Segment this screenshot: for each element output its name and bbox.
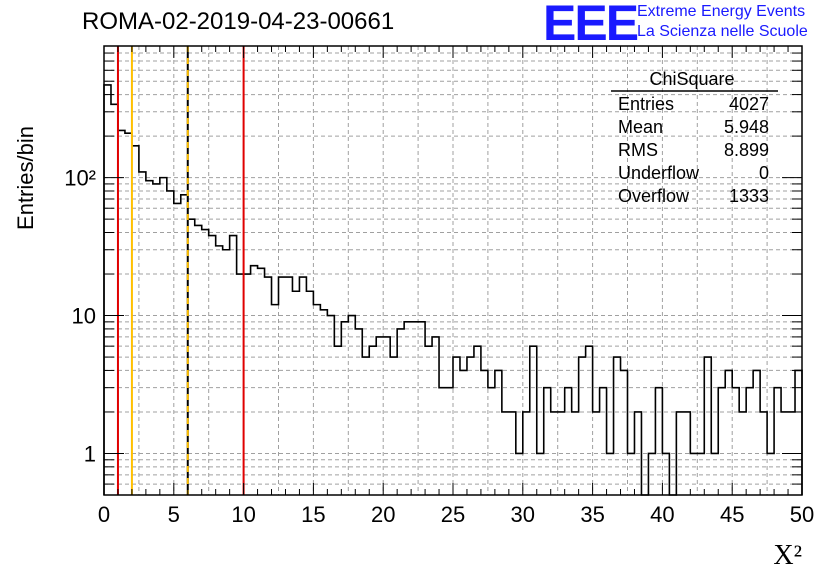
x-axis-label: X² bbox=[773, 540, 802, 571]
stats-title: ChiSquare bbox=[649, 69, 734, 89]
axis-ticks bbox=[103, 46, 803, 495]
stats-box: ChiSquare Entries 4027 Mean 5.948 RMS 8.… bbox=[611, 69, 778, 206]
x-tick-labels: 0 5 10 15 20 25 30 35 40 45 50 bbox=[98, 502, 814, 527]
x-tick-label: 30 bbox=[511, 502, 535, 527]
stats-row-label: Underflow bbox=[618, 163, 700, 183]
stats-row-label: RMS bbox=[618, 140, 658, 160]
chart-title: ROMA-02-2019-04-23-00661 bbox=[82, 8, 395, 35]
x-tick-label: 50 bbox=[790, 502, 814, 527]
y-tick-label: 1 bbox=[84, 441, 96, 466]
y-tick-label: 10 bbox=[72, 304, 96, 329]
histogram-steps bbox=[103, 84, 803, 496]
stats-row-value: 4027 bbox=[729, 94, 769, 114]
eee-logo: EEE bbox=[543, 0, 639, 51]
x-tick-label: 35 bbox=[580, 502, 604, 527]
stats-row-value: 5.948 bbox=[724, 117, 769, 137]
x-tick-label: 5 bbox=[168, 502, 180, 527]
grid-lines bbox=[104, 46, 802, 495]
stats-row-label: Overflow bbox=[618, 186, 690, 206]
org-name-line1: Extreme Energy Events bbox=[637, 3, 806, 20]
y-tick-label: 10² bbox=[64, 166, 96, 191]
x-tick-label: 0 bbox=[98, 502, 110, 527]
x-tick-label: 25 bbox=[441, 502, 465, 527]
x-tick-label: 15 bbox=[301, 502, 325, 527]
stats-row-label: Entries bbox=[618, 94, 674, 114]
y-axis-label: Entries/bin bbox=[13, 126, 38, 230]
stats-row-value: 8.899 bbox=[724, 140, 769, 160]
stats-row-label: Mean bbox=[618, 117, 663, 137]
stats-row-value: 0 bbox=[759, 163, 769, 183]
x-tick-label: 40 bbox=[650, 502, 674, 527]
stats-row-value: 1333 bbox=[729, 186, 769, 206]
x-tick-label: 45 bbox=[720, 502, 744, 527]
x-tick-label: 10 bbox=[231, 502, 255, 527]
x-tick-label: 20 bbox=[371, 502, 395, 527]
histogram-series bbox=[103, 84, 803, 496]
cut-lines bbox=[116, 46, 245, 495]
org-name-line2: La Scienza nelle Scuole bbox=[637, 23, 808, 40]
y-tick-labels: 1 10 10² bbox=[64, 166, 96, 467]
